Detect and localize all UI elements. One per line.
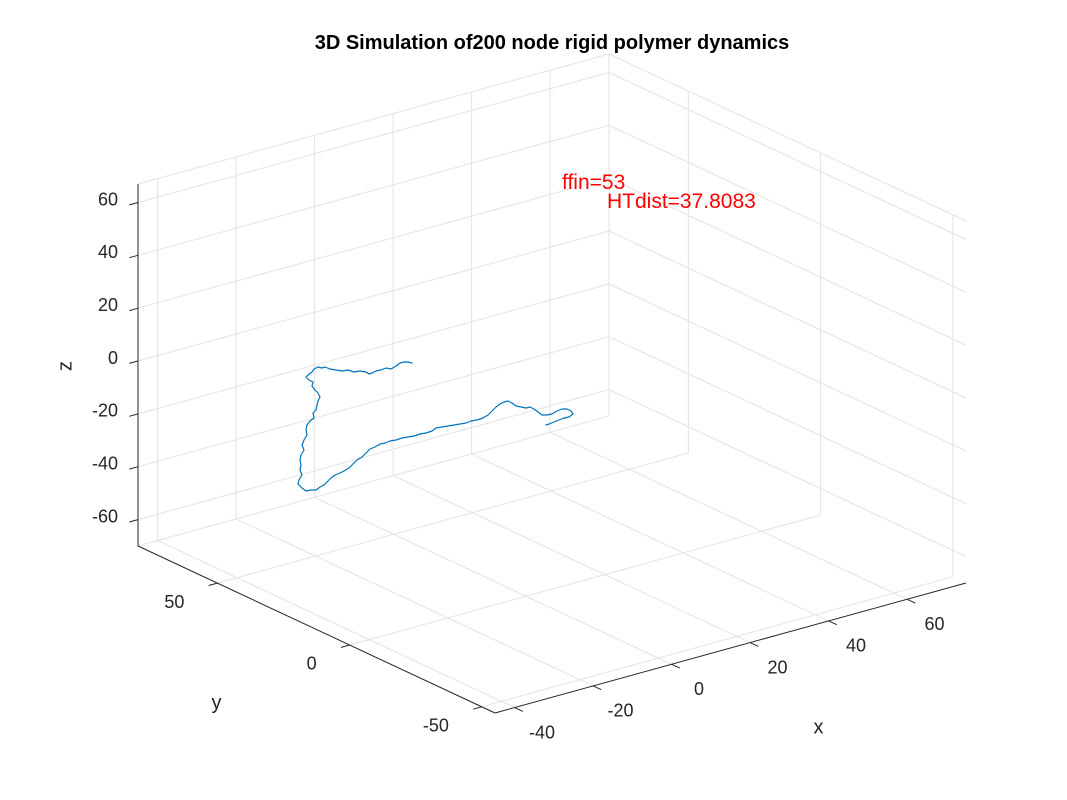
x-tick [828, 620, 838, 626]
grid-line [608, 389, 967, 558]
z-tick-label: 0 [108, 348, 118, 368]
z-tick-label: -60 [92, 506, 118, 526]
grid-line [157, 540, 515, 709]
grid-lines [137, 53, 967, 709]
x-tick-label: 60 [924, 614, 944, 634]
x-tick-label: 20 [767, 657, 787, 677]
grid-line [137, 230, 610, 362]
y-tick [208, 582, 218, 586]
y-tick-label: 50 [164, 592, 184, 612]
box-edge [608, 53, 967, 222]
z-tick-label: -20 [92, 401, 118, 421]
y-tick [472, 706, 482, 710]
z-axis-label: z [54, 361, 76, 371]
grid-line [314, 496, 672, 665]
y-axis-line [137, 545, 496, 714]
annotation-htdist: HTdist=37.8083 [607, 190, 756, 213]
chart-title: 3D Simulation of200 node rigid polymer d… [315, 32, 790, 54]
z-tick [129, 519, 139, 523]
x-tick [749, 642, 759, 647]
x-tick-label: 0 [694, 679, 704, 699]
x-axis-label: x [814, 716, 824, 738]
grid-line [608, 336, 967, 505]
x-tick [671, 663, 681, 669]
grid-line [137, 336, 610, 468]
z-tick [129, 413, 139, 417]
x-tick [514, 707, 524, 712]
axes: -40 -20 0 20 40 60 -50 0 50 -60 -40 -20 0 20 40 60 x y z [54, 184, 967, 742]
y-tick-label: -50 [423, 716, 449, 736]
y-axis-label: y [212, 692, 222, 714]
z-tick-label: 60 [98, 189, 118, 209]
x-axis-line [494, 582, 967, 714]
x-tick-label: -40 [529, 722, 555, 742]
x-tick [592, 685, 602, 691]
grid-line [349, 514, 821, 646]
grid-line [137, 177, 610, 309]
grid-line [137, 124, 610, 256]
grid-line [608, 177, 967, 346]
x-tick-label: 40 [846, 636, 866, 656]
grid-line [608, 124, 967, 293]
box-edge [137, 53, 610, 185]
annotation-ffin: ffin=53 [562, 171, 625, 194]
grid-line [608, 72, 967, 240]
grid-line [608, 283, 967, 452]
z-tick [129, 307, 139, 312]
grid-line [235, 518, 594, 687]
grid-line [392, 475, 751, 644]
z-tick-label: 20 [98, 295, 118, 315]
grid-line [608, 230, 967, 399]
grid-line [137, 283, 610, 415]
grid-line [549, 431, 908, 600]
grid-line [137, 72, 610, 203]
grid-line [217, 452, 689, 584]
grid-line [481, 576, 953, 708]
grid-line [137, 389, 610, 521]
x-tick [906, 598, 916, 604]
z-tick [129, 254, 139, 259]
z-tick-label: 40 [98, 242, 118, 262]
y-tick [340, 644, 350, 648]
grid-line [471, 453, 829, 622]
polymer-chain-line [297, 361, 574, 492]
z-tick-label: -40 [92, 453, 118, 473]
x-tick-label: -20 [607, 701, 633, 721]
y-tick-label: 0 [307, 654, 317, 674]
z-tick [129, 202, 139, 206]
z-tick [129, 466, 139, 470]
box-edge [137, 415, 610, 547]
z-tick [129, 360, 139, 364]
